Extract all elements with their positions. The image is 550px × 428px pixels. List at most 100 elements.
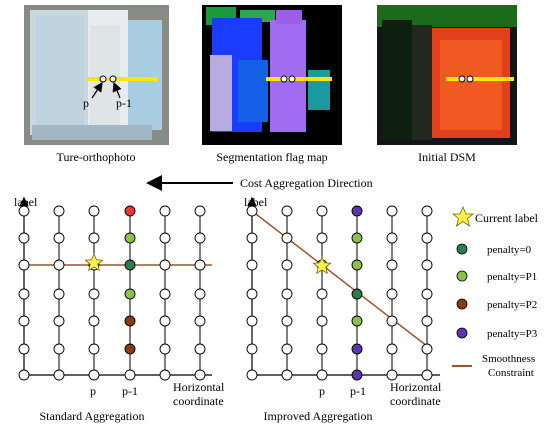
- grid-node: [53, 369, 65, 381]
- grid-node: [386, 315, 398, 327]
- grid-node: [281, 205, 293, 217]
- grid-node: [281, 369, 293, 381]
- legend: Current label penalty=0 penalty=P1 penal…: [451, 205, 539, 379]
- grid-node: [421, 315, 433, 327]
- grid-node: [316, 205, 328, 217]
- grid-node: [351, 315, 363, 327]
- grid-node: [281, 315, 293, 327]
- grid-node: [88, 205, 100, 217]
- grid-node: [159, 259, 171, 271]
- graph2-y-label: label: [244, 195, 268, 209]
- graph2-x-label-2: coordinate: [390, 394, 441, 408]
- segmentation-image: [202, 5, 342, 145]
- grid-node: [316, 232, 328, 244]
- legend-penalty-0-swatch: [456, 243, 468, 255]
- grid-node: [124, 343, 136, 355]
- current-label-star-icon: [312, 255, 332, 275]
- grid-node: [316, 343, 328, 355]
- graph1-x-label-2: coordinate: [173, 394, 224, 408]
- segmentation-caption: Segmentation flag map: [216, 150, 327, 164]
- legend-penalty-p1-swatch: [456, 270, 468, 282]
- ortho-caption: Ture-orthophoto: [57, 150, 136, 164]
- grid-node: [246, 232, 258, 244]
- grid-node: [386, 288, 398, 300]
- grid-node: [53, 288, 65, 300]
- legend-penalty-p1-label: penalty=P1: [487, 271, 537, 283]
- grid-node: [281, 232, 293, 244]
- grid-node: [194, 288, 206, 300]
- grid-node: [351, 205, 363, 217]
- legend-penalty-p3-swatch: [456, 327, 468, 339]
- grid-node: [421, 259, 433, 271]
- grid-node: [18, 259, 30, 271]
- grid-node: [351, 232, 363, 244]
- grid-node: [18, 205, 30, 217]
- grid-node: [194, 343, 206, 355]
- grid-node: [281, 343, 293, 355]
- legend-smoothness-label-2: Constraint: [488, 367, 534, 379]
- grid-node: [421, 369, 433, 381]
- grid-node: [159, 315, 171, 327]
- legend-penalty-p2-label: penalty=P2: [487, 299, 537, 311]
- graph2-x-label-1: Horizontal: [390, 380, 442, 394]
- legend-penalty-0-label: penalty=0: [487, 244, 532, 256]
- grid-node: [53, 315, 65, 327]
- grid-node: [246, 205, 258, 217]
- current-label-star-icon: [84, 252, 104, 272]
- grid-node: [124, 288, 136, 300]
- grid-node: [159, 232, 171, 244]
- grid-node: [88, 288, 100, 300]
- grid-node: [159, 369, 171, 381]
- grid-node: [53, 259, 65, 271]
- grid-node: [351, 259, 363, 271]
- graph2-caption: Improved Aggregation: [264, 409, 373, 423]
- grid-node: [316, 369, 328, 381]
- improved-aggregation-graph: [246, 196, 440, 381]
- direction-label: Cost Aggregation Direction: [240, 176, 373, 190]
- graph2-p1-label: p-1: [350, 384, 366, 398]
- grid-node: [124, 315, 136, 327]
- grid-node: [246, 315, 258, 327]
- grid-node: [281, 288, 293, 300]
- grid-node: [386, 343, 398, 355]
- standard-aggregation-graph: [18, 196, 212, 381]
- grid-node: [53, 232, 65, 244]
- grid-node: [351, 343, 363, 355]
- grid-node: [386, 205, 398, 217]
- grid-node: [88, 343, 100, 355]
- grid-node: [316, 288, 328, 300]
- grid-node: [194, 369, 206, 381]
- grid-node: [351, 288, 363, 300]
- grid-node: [246, 259, 258, 271]
- grid-node: [351, 369, 363, 381]
- legend-smoothness-label-1: Smoothness: [482, 353, 535, 365]
- grid-node: [18, 369, 30, 381]
- grid-node: [421, 343, 433, 355]
- graph2-p-label: p: [319, 384, 325, 398]
- grid-node: [159, 205, 171, 217]
- legend-penalty-p2-swatch: [456, 298, 468, 310]
- dsm-image: [377, 5, 517, 145]
- grid-node: [194, 315, 206, 327]
- grid-node: [246, 369, 258, 381]
- orthophoto-image: [24, 5, 169, 145]
- ortho-p1-label: p-1: [116, 96, 132, 110]
- grid-node: [386, 232, 398, 244]
- grid-node: [316, 315, 328, 327]
- smoothness-line: [251, 210, 428, 347]
- graph1-p-label: p: [90, 384, 96, 398]
- graph1-x-label-1: Horizontal: [173, 380, 225, 394]
- grid-node: [421, 205, 433, 217]
- grid-node: [124, 205, 136, 217]
- grid-node: [421, 288, 433, 300]
- grid-node: [124, 232, 136, 244]
- grid-node: [18, 232, 30, 244]
- graph1-p1-label: p-1: [122, 384, 138, 398]
- grid-node: [159, 343, 171, 355]
- grid-node: [88, 369, 100, 381]
- grid-node: [246, 343, 258, 355]
- grid-node: [88, 315, 100, 327]
- grid-node: [246, 288, 258, 300]
- graph1-caption: Standard Aggregation: [40, 409, 145, 423]
